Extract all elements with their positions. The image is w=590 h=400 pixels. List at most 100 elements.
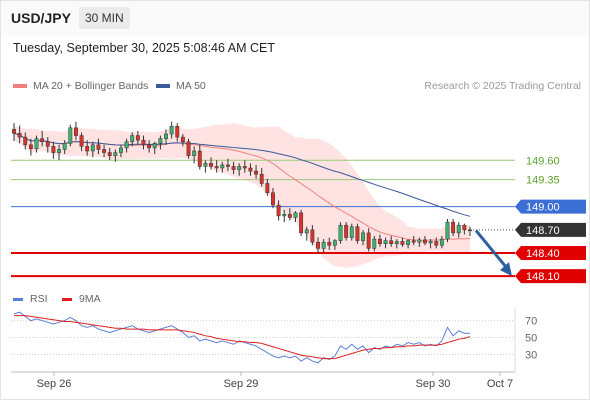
ma50-swatch <box>156 84 170 88</box>
candle-body <box>338 224 343 241</box>
price-label-148.70: 148.70 <box>526 225 560 237</box>
candle-body <box>271 192 275 206</box>
rsi-series-9MA <box>14 315 471 360</box>
legend-9ma: 9MA <box>62 293 101 305</box>
candle-body <box>282 214 287 217</box>
candle-body <box>57 149 61 153</box>
candle-body <box>411 240 416 243</box>
time-label-Sep-29: Sep 29 <box>224 378 259 390</box>
ma9-swatch <box>62 297 72 301</box>
timeframe-button[interactable]: 30 MIN <box>79 7 130 29</box>
legend-ma50: MA 50 <box>156 80 206 92</box>
candle-body <box>468 229 472 232</box>
candle-body <box>135 135 140 141</box>
symbol-title: USD/JPY <box>11 10 71 26</box>
candle-body <box>349 226 354 238</box>
rsi-tick-50: 50 <box>525 333 537 345</box>
candle-body <box>28 144 33 149</box>
legend-ma20: MA 20 + Bollinger Bands <box>13 80 148 92</box>
candle-body <box>248 167 253 172</box>
price-tag-148.70 <box>515 222 586 237</box>
candle-body <box>344 224 349 238</box>
candle-body <box>119 147 123 153</box>
candle-body <box>40 138 45 142</box>
price-label-149.60: 149.60 <box>526 155 560 167</box>
ma20-swatch <box>13 84 27 88</box>
candle-body <box>209 163 213 167</box>
candle-body <box>102 149 107 153</box>
candle-body <box>23 136 28 146</box>
candle-body <box>79 135 84 147</box>
candle-body <box>434 241 439 246</box>
candle-body <box>225 164 230 167</box>
candle-body <box>192 150 197 156</box>
candle-body <box>214 166 219 169</box>
candle-body <box>327 241 332 246</box>
ma50-label: MA 50 <box>176 80 206 92</box>
candle-body <box>220 164 225 169</box>
candle-body <box>406 240 411 245</box>
candle-body <box>310 229 315 243</box>
candle-body <box>355 226 360 241</box>
candle-body <box>62 143 67 150</box>
candle-body <box>451 221 456 234</box>
candle-body <box>237 166 242 170</box>
candle-body <box>124 141 129 149</box>
candle-body <box>361 232 365 241</box>
rsi-tick-30: 30 <box>525 349 537 361</box>
candle-body <box>316 241 320 249</box>
candle-body <box>203 163 208 167</box>
candle-body <box>147 144 152 149</box>
price-tag-149.00 <box>515 199 586 214</box>
timestamp: Tuesday, September 30, 2025 5:08:46 AM C… <box>13 41 275 55</box>
forecast-arrow-head <box>500 262 512 277</box>
candle-body <box>456 224 461 234</box>
candle-body <box>175 126 180 138</box>
candle-body <box>113 152 118 156</box>
candle-body <box>417 239 422 243</box>
watermark: Research © 2025 Trading Central <box>424 80 581 92</box>
candle-body <box>107 152 112 156</box>
candle-body <box>321 241 326 249</box>
ma50-line <box>13 132 471 217</box>
candle-body <box>17 132 22 138</box>
candle-body <box>45 141 50 147</box>
candle-body <box>73 127 78 136</box>
candle-body <box>90 144 95 152</box>
candle-body <box>12 129 16 134</box>
price-label-149.35: 149.35 <box>526 175 560 187</box>
forecast-arrow-shaft <box>474 229 509 270</box>
candle-body <box>96 144 101 150</box>
candle-body <box>423 239 427 244</box>
candle-body <box>394 241 399 244</box>
rsi-swatch <box>13 297 23 301</box>
time-label-Sep-26: Sep 26 <box>37 378 72 390</box>
candle-body <box>186 141 191 156</box>
price-tag-148.40 <box>515 246 586 260</box>
candle-body <box>158 138 163 144</box>
candle-body <box>152 143 157 149</box>
price-label-149.00: 149.00 <box>526 202 560 214</box>
candle-body <box>180 136 185 142</box>
candle-body <box>68 127 73 144</box>
candle-body <box>141 139 146 146</box>
candle-body <box>299 212 304 234</box>
ma9-label: 9MA <box>79 293 101 305</box>
price-label-148.40: 148.40 <box>526 248 560 260</box>
candle-body <box>377 238 382 244</box>
legend-rsi: RSI <box>13 293 48 305</box>
candle-body <box>332 240 337 246</box>
candle-body <box>383 240 388 244</box>
candle-body <box>34 138 39 149</box>
time-label-Sep-30: Sep 30 <box>416 378 451 390</box>
candle-body <box>265 183 270 193</box>
candle-body <box>242 166 247 169</box>
candle-body <box>366 232 371 249</box>
candle-body <box>231 166 236 170</box>
candle-body <box>293 212 298 218</box>
price-tag-148.10 <box>515 269 586 284</box>
candle-body <box>51 146 56 153</box>
ma20-label: MA 20 + Bollinger Bands <box>33 80 149 92</box>
time-label-Oct-7: Oct 7 <box>487 378 513 390</box>
